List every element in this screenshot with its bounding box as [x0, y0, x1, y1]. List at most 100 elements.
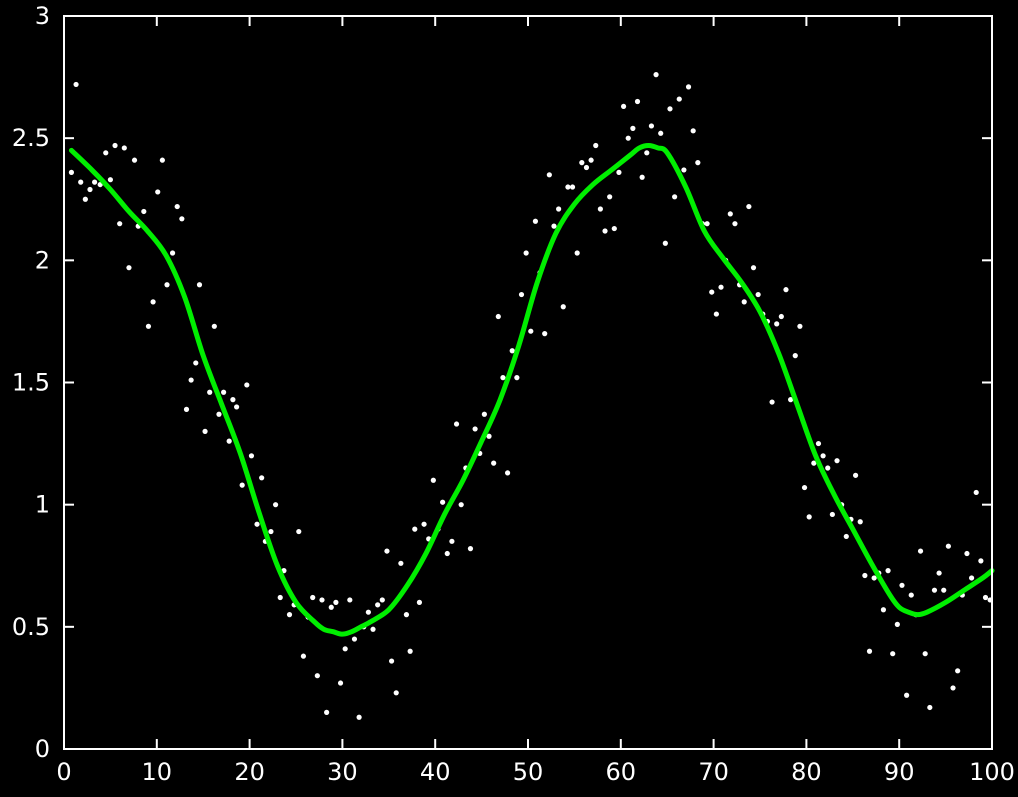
data-point	[750, 265, 757, 271]
data-point	[806, 514, 812, 520]
data-point	[472, 426, 478, 432]
plot-area-frame	[63, 15, 993, 750]
data-point	[825, 465, 831, 471]
data-point	[639, 174, 645, 180]
data-point	[73, 81, 79, 88]
data-point	[314, 673, 320, 679]
data-point	[579, 160, 585, 166]
data-point	[356, 714, 362, 720]
fit-line	[68, 143, 995, 637]
data-point	[662, 240, 668, 246]
data-point	[727, 211, 733, 217]
data-point	[145, 323, 152, 329]
data-point	[379, 597, 385, 603]
data-point	[216, 411, 222, 417]
data-point	[179, 216, 185, 222]
data-point	[783, 287, 789, 293]
data-point	[941, 587, 947, 593]
data-point	[811, 460, 817, 466]
data-point	[625, 135, 631, 141]
data-point	[310, 594, 316, 601]
data-point	[741, 299, 747, 305]
data-point	[829, 511, 835, 518]
y-tick-label: 0.5	[12, 613, 50, 641]
data-point	[681, 167, 687, 173]
y-tick-label: 1.5	[12, 369, 50, 397]
data-point	[351, 636, 358, 642]
data-point	[421, 521, 427, 527]
data-point	[931, 587, 938, 593]
data-point	[453, 421, 460, 427]
data-point	[560, 304, 566, 310]
data-point	[347, 597, 353, 603]
data-point	[709, 289, 715, 295]
data-point	[500, 375, 506, 381]
data-point	[272, 502, 279, 508]
data-point	[648, 123, 655, 129]
data-point	[890, 651, 896, 657]
data-point	[188, 377, 194, 383]
data-point	[121, 145, 127, 151]
data-point	[259, 475, 265, 481]
data-point	[319, 597, 325, 603]
data-point	[899, 582, 905, 588]
x-tick-label: 40	[420, 758, 451, 786]
data-point	[778, 313, 784, 320]
data-point	[982, 594, 989, 601]
data-point	[672, 194, 678, 200]
data-point	[126, 265, 132, 271]
data-point	[92, 179, 98, 185]
data-point	[68, 169, 75, 175]
data-point	[797, 323, 803, 329]
data-point	[412, 526, 418, 532]
data-point	[193, 360, 199, 366]
data-point	[588, 157, 594, 163]
data-point	[388, 658, 395, 664]
data-point	[546, 172, 552, 178]
data-point	[87, 186, 93, 193]
data-point	[769, 399, 775, 405]
data-point	[746, 203, 752, 210]
data-point	[337, 680, 344, 686]
data-point	[569, 184, 576, 190]
data-point	[103, 150, 109, 156]
data-point	[815, 440, 822, 447]
data-point	[936, 570, 942, 576]
data-point	[509, 348, 515, 354]
data-point	[277, 594, 283, 601]
data-point	[718, 284, 724, 290]
x-tick-label: 30	[327, 758, 358, 786]
data-point	[159, 157, 165, 163]
y-tick-label: 3	[35, 2, 50, 30]
data-point	[885, 568, 891, 574]
data-point	[514, 375, 520, 381]
y-tick-label: 1	[35, 491, 50, 519]
data-point	[968, 575, 975, 581]
data-point	[150, 299, 156, 305]
data-point	[403, 612, 410, 618]
data-point	[174, 203, 180, 210]
data-point	[183, 406, 190, 412]
data-point	[597, 206, 603, 212]
data-point	[221, 389, 227, 395]
x-tick-label: 10	[142, 758, 173, 786]
data-point	[676, 96, 682, 102]
data-point	[551, 223, 557, 229]
data-point	[908, 592, 914, 598]
data-point	[774, 321, 780, 327]
data-point	[155, 189, 161, 195]
data-point	[254, 521, 260, 527]
data-point	[532, 218, 539, 224]
data-point	[978, 558, 984, 564]
data-point	[695, 160, 701, 166]
data-point	[300, 653, 307, 659]
data-point	[491, 460, 497, 466]
data-point	[393, 690, 399, 696]
x-tick-label: 50	[513, 758, 544, 786]
data-point	[593, 142, 599, 149]
data-point	[904, 692, 910, 698]
data-point	[196, 282, 203, 288]
data-point	[107, 177, 113, 183]
data-point	[244, 382, 250, 388]
